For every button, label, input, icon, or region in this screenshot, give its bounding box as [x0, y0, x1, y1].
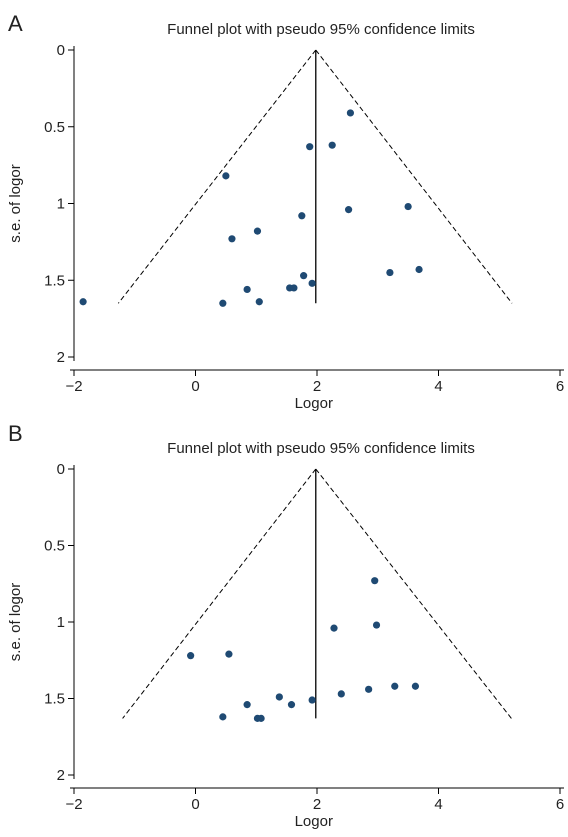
x-tick-label: 4 [434, 796, 442, 813]
study-point [228, 235, 236, 243]
y-axis-label: s.e. of logor [7, 583, 24, 661]
study-point [225, 650, 233, 658]
x-tick-label: 6 [556, 378, 564, 395]
chart-title: Funnel plot with pseudo 95% confidence l… [167, 21, 475, 38]
study-point [308, 696, 316, 704]
study-point [253, 227, 262, 235]
study-point [79, 298, 87, 306]
study-point [290, 284, 298, 292]
study-point [365, 685, 373, 693]
study-point [287, 701, 296, 709]
y-axis-label: s.e. of logor [7, 164, 24, 242]
study-point [404, 202, 412, 211]
y-tick-label: 1 [57, 614, 65, 631]
pseudo-ci-line [117, 49, 317, 304]
y-tick-label: 1.5 [44, 272, 65, 289]
study-point [222, 172, 230, 180]
study-point [372, 621, 381, 629]
y-tick-label: 0.5 [44, 119, 65, 136]
chart-title: Funnel plot with pseudo 95% confidence l… [167, 440, 475, 457]
funnel-plot-panel-a: A Funnel plot with pseudo 95% confidence… [0, 0, 568, 418]
study-point [255, 298, 263, 306]
study-point [386, 268, 394, 277]
x-tick-label: 2 [313, 796, 321, 813]
y-tick-label: 0.5 [44, 538, 65, 555]
funnel-plot-chart-b: Funnel plot with pseudo 95% confidence l… [7, 440, 564, 830]
panel-letter: A [8, 11, 23, 36]
study-point [346, 109, 355, 117]
study-point [243, 285, 251, 294]
x-tick-label: −2 [65, 796, 82, 813]
y-tick-label: 2 [57, 767, 65, 784]
study-point [337, 690, 345, 698]
pseudo-ci-line [315, 49, 513, 304]
study-point [344, 206, 353, 214]
study-point [306, 143, 314, 151]
x-tick-label: −2 [65, 378, 82, 395]
study-point [415, 265, 423, 274]
x-axis-label: Logor [295, 813, 333, 830]
study-point [300, 272, 308, 280]
x-tick-label: 2 [313, 378, 321, 395]
y-tick-label: 1.5 [44, 691, 65, 708]
pseudo-ci-line [315, 468, 512, 719]
study-point [243, 701, 251, 709]
funnel-plot-chart-a: Funnel plot with pseudo 95% confidence l… [7, 21, 564, 412]
study-point [308, 279, 316, 287]
study-point [330, 624, 338, 632]
y-tick-label: 2 [57, 349, 65, 366]
study-point [298, 212, 306, 220]
x-tick-label: 6 [556, 796, 564, 813]
x-axis-label: Logor [295, 395, 333, 412]
x-tick-label: 0 [191, 378, 199, 395]
x-tick-label: 0 [191, 796, 199, 813]
y-tick-label: 0 [57, 42, 65, 59]
y-tick-label: 1 [57, 196, 65, 213]
y-tick-label: 0 [57, 461, 65, 478]
x-tick-label: 4 [434, 378, 442, 395]
panel-letter: B [8, 421, 23, 446]
study-point [391, 682, 399, 690]
pseudo-ci-line [122, 468, 317, 719]
study-point [371, 577, 379, 585]
study-point [219, 713, 227, 721]
study-point [187, 652, 195, 660]
study-point [257, 714, 265, 722]
study-point [411, 682, 420, 690]
study-point [219, 299, 227, 307]
study-point [328, 141, 336, 149]
study-point [275, 693, 283, 701]
funnel-plot-panel-b: B Funnel plot with pseudo 95% confidence… [0, 418, 568, 837]
